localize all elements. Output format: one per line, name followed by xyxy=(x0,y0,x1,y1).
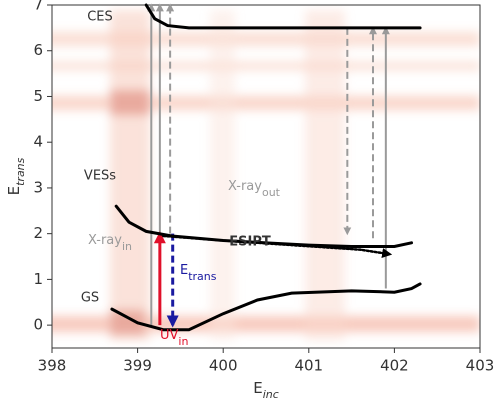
annotation: UVin xyxy=(160,328,188,348)
annotation-main: X-ray xyxy=(88,233,122,248)
y-tick-label: 1 xyxy=(33,270,43,288)
y-tick-label: 6 xyxy=(33,41,43,59)
annotation: Etrans xyxy=(180,263,217,283)
curve-label: VESs xyxy=(84,169,116,184)
curve xyxy=(162,234,393,258)
annotation: X-rayout xyxy=(228,179,281,199)
x-axis-label-sub: inc xyxy=(263,388,279,401)
y-axis-label-sub: trans xyxy=(14,157,27,186)
annotation: X-rayin xyxy=(88,233,132,253)
x-tick-label: 402 xyxy=(380,357,409,375)
annotation-main: X-ray xyxy=(228,179,262,194)
x-tick-label: 403 xyxy=(466,357,495,375)
curve-label: CES xyxy=(87,10,113,25)
x-tick-label: 401 xyxy=(294,357,323,375)
y-tick-label: 5 xyxy=(33,87,43,105)
x-axis-label-main: E xyxy=(253,379,262,397)
y-tick-label: 7 xyxy=(33,0,43,14)
y-tick-label: 4 xyxy=(33,133,43,151)
y-tick-label: 0 xyxy=(33,316,43,334)
curve-label: ESIPT xyxy=(229,235,271,250)
annotation-sub: in xyxy=(122,240,132,253)
y-axis-label: Etrans xyxy=(5,157,27,195)
y-tick-label: 2 xyxy=(33,224,43,242)
annotation-main: E xyxy=(180,263,188,278)
x-axis-label: Einc xyxy=(253,379,279,401)
plot-frame xyxy=(51,4,481,349)
y-tick-label: 3 xyxy=(33,178,43,196)
annotation-sub: in xyxy=(178,335,188,348)
curve xyxy=(110,282,422,332)
curve-label: GS xyxy=(81,291,99,306)
x-tick-label: 398 xyxy=(38,357,67,375)
annotation-sub: trans xyxy=(188,270,217,283)
annotation-sub: out xyxy=(262,186,281,199)
annotation-main: UV xyxy=(160,328,179,343)
x-tick-label: 399 xyxy=(123,357,152,375)
curve xyxy=(144,3,422,30)
x-tick-label: 400 xyxy=(209,357,238,375)
y-axis-label-main: E xyxy=(5,186,23,195)
